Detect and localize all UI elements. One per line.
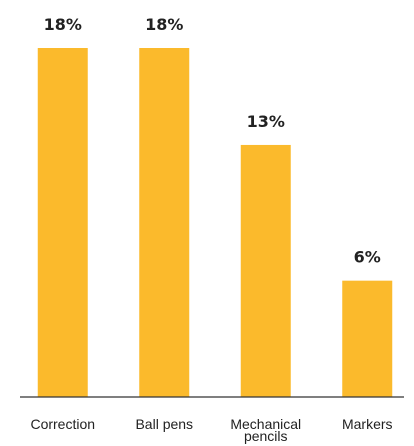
category-labels-group: Correction Ball pens Mechanical pencils Mark… xyxy=(30,416,392,444)
category-label-2: Mechanical pencils xyxy=(230,416,301,444)
value-label-2: 13% xyxy=(247,112,285,131)
bar-3 xyxy=(342,280,393,397)
value-label-1: 18% xyxy=(145,15,183,34)
value-label-0: 18% xyxy=(44,15,82,34)
bars-group xyxy=(37,48,393,397)
bar-0 xyxy=(37,48,88,397)
value-labels-group: 18% 18% 13% 6% xyxy=(44,15,381,267)
category-label-0: Correction xyxy=(30,416,95,432)
bar-1 xyxy=(139,48,190,397)
category-label-1: Ball pens xyxy=(135,416,193,432)
category-label-3: Markers xyxy=(342,416,393,432)
value-label-3: 6% xyxy=(354,248,381,267)
bar-2 xyxy=(240,144,291,397)
